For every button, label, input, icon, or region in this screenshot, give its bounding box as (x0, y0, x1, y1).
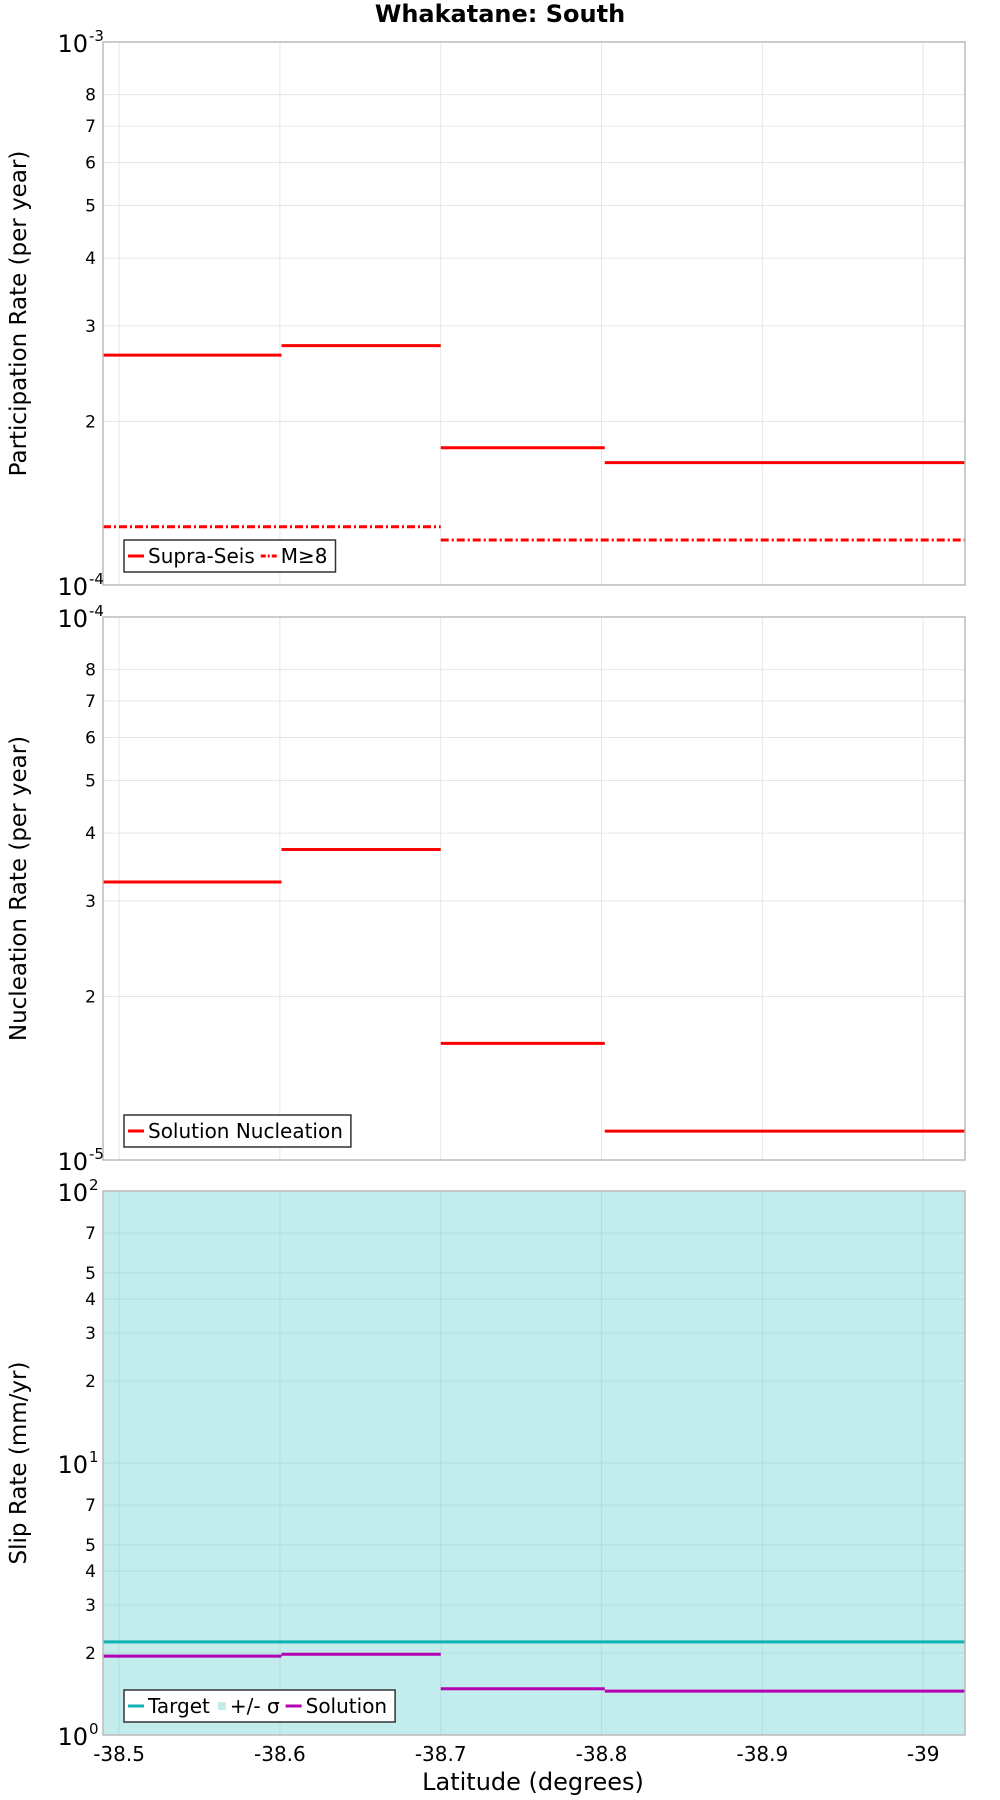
y-decade-exponent: 1 (89, 1448, 99, 1466)
x-tick-label: -38.5 (93, 1742, 145, 1766)
y-decade-exponent: -3 (89, 27, 104, 45)
y-tick-label: 7 (85, 1224, 96, 1244)
legend-label: Target (147, 1694, 210, 1718)
plot-frame (102, 1190, 966, 1736)
legend-label: M≥8 (281, 544, 328, 568)
plot-frame (102, 616, 966, 1161)
y-decade-label: 10 (57, 30, 88, 58)
y-tick-label: 8 (85, 86, 96, 106)
y-tick-label: 6 (85, 153, 96, 173)
plot-frame (102, 41, 966, 586)
y-decade-label: 10 (57, 1179, 88, 1207)
legend-box (123, 539, 337, 573)
y-tick-label: 7 (85, 117, 96, 137)
y-tick-label: 4 (85, 249, 96, 269)
x-axis-label: Latitude (degrees) (422, 1768, 644, 1796)
legend-box (123, 1114, 352, 1148)
y-axis-label: Nucleation Rate (per year) (6, 736, 32, 1041)
y-decade-label: 10 (57, 605, 88, 633)
x-tick-label: -38.9 (736, 1742, 788, 1766)
y-decade-label: 10 (57, 1148, 88, 1176)
y-tick-label: 2 (85, 988, 96, 1008)
y-tick-label: 5 (85, 196, 96, 216)
x-tick-labels: -38.5 -38.6 -38.7 -38.8 -38.9 -39 (93, 1742, 939, 1766)
y-tick-label: 4 (85, 1290, 96, 1310)
legend: Target +/- σ Solution (123, 1689, 396, 1723)
x-tick-label: -39 (907, 1742, 940, 1766)
x-tick-label: -38.6 (254, 1742, 306, 1766)
y-tick-label: 2 (85, 413, 96, 433)
legend-swatch-band (217, 1702, 226, 1710)
legend-box (123, 1689, 396, 1723)
legend-label: +/- σ (230, 1694, 280, 1718)
chart-title: Whakatane: South (375, 0, 625, 28)
y-decade-label: 10 (57, 573, 88, 601)
y-tick-label: 3 (85, 1596, 96, 1616)
y-decade-exponent: -5 (89, 1145, 104, 1163)
y-tick-label: 7 (85, 692, 96, 712)
y-decade-label: 10 (57, 1723, 88, 1751)
y-decade-exponent: -4 (89, 602, 104, 620)
y-tick-label: 3 (85, 317, 96, 337)
y-tick-label: 4 (85, 824, 96, 844)
legend-label: Solution (306, 1694, 387, 1718)
y-decade-exponent: -4 (89, 570, 104, 588)
y-decade-exponent: 2 (89, 1176, 99, 1194)
y-tick-label: 3 (85, 892, 96, 912)
x-tick-label: -38.7 (415, 1742, 467, 1766)
legend-label: Supra-Seis (148, 544, 255, 568)
legend: Supra-Seis M≥8 (123, 539, 337, 573)
y-tick-label: 2 (85, 1372, 96, 1392)
y-tick-label: 4 (85, 1562, 96, 1582)
y-tick-label: 5 (85, 1536, 96, 1556)
y-decade-exponent: 0 (89, 1720, 99, 1738)
y-tick-label: 8 (85, 661, 96, 681)
y-decade-label: 10 (57, 1451, 88, 1479)
y-tick-label: 6 (85, 728, 96, 748)
y-tick-label: 5 (85, 1264, 96, 1284)
y-axis-label: Slip Rate (mm/yr) (6, 1362, 32, 1565)
x-tick-label: -38.8 (576, 1742, 628, 1766)
legend: Solution Nucleation (123, 1114, 352, 1148)
y-tick-label: 3 (85, 1324, 96, 1344)
y-tick-label: 2 (85, 1644, 96, 1664)
y-axis-label: Participation Rate (per year) (6, 151, 32, 477)
y-tick-label: 5 (85, 771, 96, 791)
legend-label: Solution Nucleation (148, 1119, 343, 1143)
y-tick-label: 7 (85, 1496, 96, 1516)
